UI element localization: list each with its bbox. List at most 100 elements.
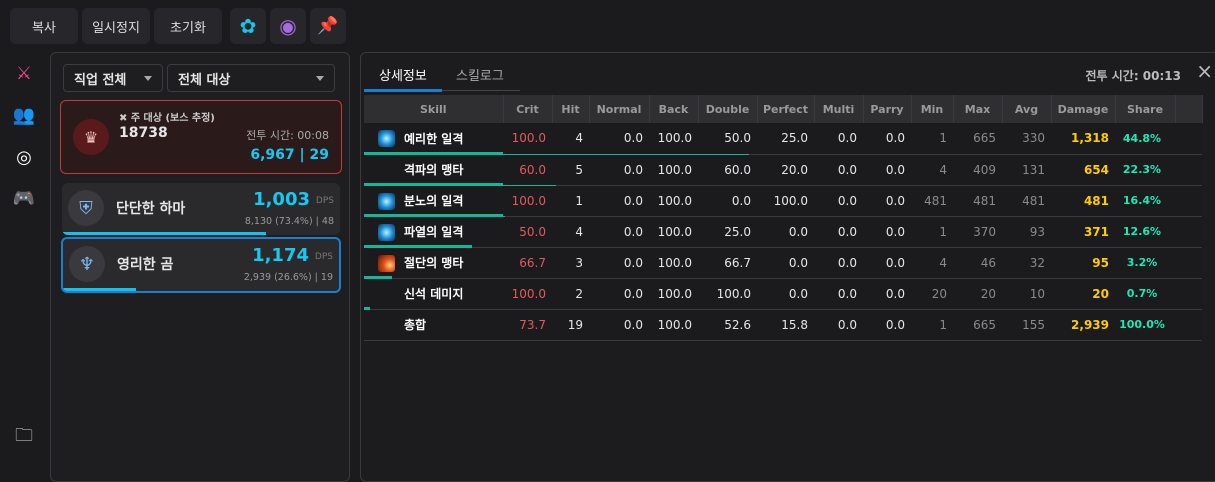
player-dps: 1,174 bbox=[252, 245, 309, 266]
column-header-back[interactable]: Back bbox=[649, 95, 699, 123]
cell-text: 481 bbox=[973, 193, 996, 208]
column-header-min[interactable]: Min bbox=[911, 95, 954, 123]
cell-back: 100.0 bbox=[649, 216, 698, 248]
cell-crit: 66.7 bbox=[503, 247, 552, 279]
table-row[interactable]: 예리한 일격 100.0 4 0.0 100.0 50.0 25.0 0.0 0.0 1 665 33… bbox=[364, 123, 1202, 155]
cell-damage: 371 bbox=[1051, 216, 1115, 248]
pause-button[interactable]: 일시정지 bbox=[82, 8, 150, 44]
cell-text: 100.0 bbox=[773, 193, 808, 208]
tab-details[interactable]: 상세정보 bbox=[379, 69, 427, 84]
cell-text: 격파의 맹타 bbox=[404, 163, 464, 177]
cell-min: 481 bbox=[911, 185, 953, 217]
cell-avg: 155 bbox=[1002, 309, 1051, 341]
cell-text: 0.0 bbox=[885, 255, 905, 270]
blue-slash-icon bbox=[378, 223, 395, 241]
cell-multi: 0.0 bbox=[814, 154, 863, 186]
cell-min: 4 bbox=[911, 247, 953, 279]
view-button[interactable]: ◉ bbox=[270, 8, 306, 44]
cell-damage: 654 bbox=[1051, 154, 1115, 186]
cell-text: 19 bbox=[567, 317, 583, 332]
cell-text: 20 bbox=[980, 286, 996, 301]
cell-max: 481 bbox=[953, 185, 1002, 217]
blue-slash-icon bbox=[378, 192, 395, 210]
cell-text: 52.6 bbox=[724, 317, 751, 332]
boss-combat-time: 전투 시간: 00:08 bbox=[246, 129, 329, 142]
cell-share: 12.6% bbox=[1115, 216, 1175, 248]
table-row[interactable]: 총합 73.7 19 0.0 100.0 52.6 15.8 0.0 0.0 1 665 155 2,9… bbox=[364, 309, 1202, 341]
column-header-multi[interactable]: Multi bbox=[814, 95, 864, 123]
chevron-down-icon bbox=[316, 76, 324, 81]
column-header-max[interactable]: Max bbox=[953, 95, 1003, 123]
gamepad-icon[interactable]: 🎮 bbox=[12, 187, 36, 209]
column-header-damage[interactable]: Damage bbox=[1051, 95, 1116, 123]
cell-text: 2 bbox=[575, 286, 583, 301]
column-header-skill[interactable]: Skill bbox=[364, 95, 504, 123]
column-header-hit[interactable]: Hit bbox=[552, 95, 590, 123]
tab-skill-log[interactable]: 스킬로그 bbox=[456, 69, 504, 84]
column-header-share[interactable]: Share bbox=[1115, 95, 1176, 123]
folder-icon[interactable]: 🗀 bbox=[15, 425, 33, 446]
cell-text: 0.0 bbox=[623, 255, 643, 270]
cell-text: 0.0 bbox=[623, 193, 643, 208]
cell-multi: 0.0 bbox=[814, 216, 863, 248]
player-damage-summary: 8,130 (73.4%) | 48 bbox=[244, 216, 334, 227]
player-card[interactable]: ⛨ 단단한 하마 1,003 DPS 8,130 (73.4%) | 48 bbox=[62, 183, 340, 235]
boss-card[interactable]: ♛ ✖ 주 대상 (보스 추정) 18738 전투 시간: 00:08 6,96… bbox=[60, 100, 342, 174]
damage-share-bar bbox=[364, 182, 556, 186]
cell-avg: 131 bbox=[1002, 154, 1051, 186]
job-filter-select[interactable]: 직업 전체 bbox=[63, 64, 163, 92]
table-row[interactable]: 파열의 일격 50.0 4 0.0 100.0 25.0 0.0 0.0 0.0 1 370 93 37… bbox=[364, 216, 1202, 248]
cell-normal: 0.0 bbox=[589, 247, 649, 279]
table-row[interactable]: 절단의 맹타 66.7 3 0.0 100.0 66.7 0.0 0.0 0.0 4 46 32 95 3… bbox=[364, 247, 1202, 279]
cell-parry: 0.0 bbox=[863, 185, 911, 217]
chevron-down-icon bbox=[144, 76, 152, 81]
cell-text: 15.8 bbox=[781, 317, 808, 332]
cell-min: 4 bbox=[911, 154, 953, 186]
table-row[interactable]: 분노의 일격 100.0 1 0.0 100.0 0.0 100.0 0.0 0.0 481 481… bbox=[364, 185, 1202, 217]
skill-name: 분노의 일격 bbox=[364, 185, 506, 217]
pin-button[interactable]: 📌 bbox=[310, 8, 346, 44]
settings-button[interactable]: ✿ bbox=[230, 8, 266, 44]
cell-text: 665 bbox=[973, 131, 996, 146]
column-header-double[interactable]: Double bbox=[698, 95, 758, 123]
copy-button[interactable]: 복사 bbox=[10, 8, 78, 44]
cell-back: 100.0 bbox=[649, 247, 698, 279]
cell-text: 665 bbox=[973, 317, 996, 332]
cell-double: 60.0 bbox=[698, 154, 757, 186]
cell-avg: 10 bbox=[1002, 278, 1051, 310]
crossed-swords-icon[interactable]: ⚔ bbox=[15, 62, 33, 84]
column-header-normal[interactable]: Normal bbox=[589, 95, 650, 123]
cell-text: 파열의 일격 bbox=[404, 225, 464, 239]
table-row[interactable]: 신석 데미지 100.0 2 0.0 100.0 100.0 0.0 0.0 0.0 20 20 10… bbox=[364, 278, 1202, 310]
target-filter-select[interactable]: 전체 대상 bbox=[167, 64, 335, 92]
cell-text: 25.0 bbox=[724, 224, 751, 239]
close-icon[interactable]: × bbox=[1196, 59, 1213, 83]
reset-button[interactable]: 초기화 bbox=[154, 8, 222, 44]
cell-text: 22.3% bbox=[1122, 163, 1162, 176]
cell-hit: 1 bbox=[552, 185, 589, 217]
column-header-perfect[interactable]: Perfect bbox=[757, 95, 815, 123]
fire-strike-icon bbox=[378, 254, 395, 272]
cell-text: 0.0 bbox=[837, 131, 857, 146]
target-icon[interactable]: ◎ bbox=[16, 146, 32, 168]
table-row[interactable]: 격파의 맹타 60.0 5 0.0 100.0 60.0 20.0 0.0 0.0 4 409 131… bbox=[364, 154, 1202, 186]
cell-double: 52.6 bbox=[698, 309, 757, 341]
column-header-crit[interactable]: Crit bbox=[503, 95, 553, 123]
cell-text: 370 bbox=[973, 224, 996, 239]
cell-min: 1 bbox=[911, 123, 953, 155]
cell-normal: 0.0 bbox=[589, 123, 649, 155]
cell-text: 100.0 bbox=[511, 286, 546, 301]
cell-perfect: 100.0 bbox=[757, 185, 814, 217]
cell-hit: 4 bbox=[552, 123, 589, 155]
cell-text: 481 bbox=[924, 193, 947, 208]
column-header-avg[interactable]: Avg bbox=[1002, 95, 1052, 123]
users-icon[interactable]: 👥 bbox=[12, 104, 36, 126]
eye-icon: ◉ bbox=[279, 14, 297, 38]
column-header-parry[interactable]: Parry bbox=[863, 95, 912, 123]
player-panel: 직업 전체 전체 대상 ♛ ✖ 주 대상 (보스 추정) 18738 전투 시간… bbox=[50, 52, 350, 482]
cell-avg: 481 bbox=[1002, 185, 1051, 217]
cell-max: 409 bbox=[953, 154, 1002, 186]
cell-multi: 0.0 bbox=[814, 123, 863, 155]
player-dps: 1,003 bbox=[253, 189, 310, 210]
player-card-selected[interactable]: ♆ 영리한 곰 1,174 DPS 2,939 (26.6%) | 19 bbox=[61, 237, 341, 293]
